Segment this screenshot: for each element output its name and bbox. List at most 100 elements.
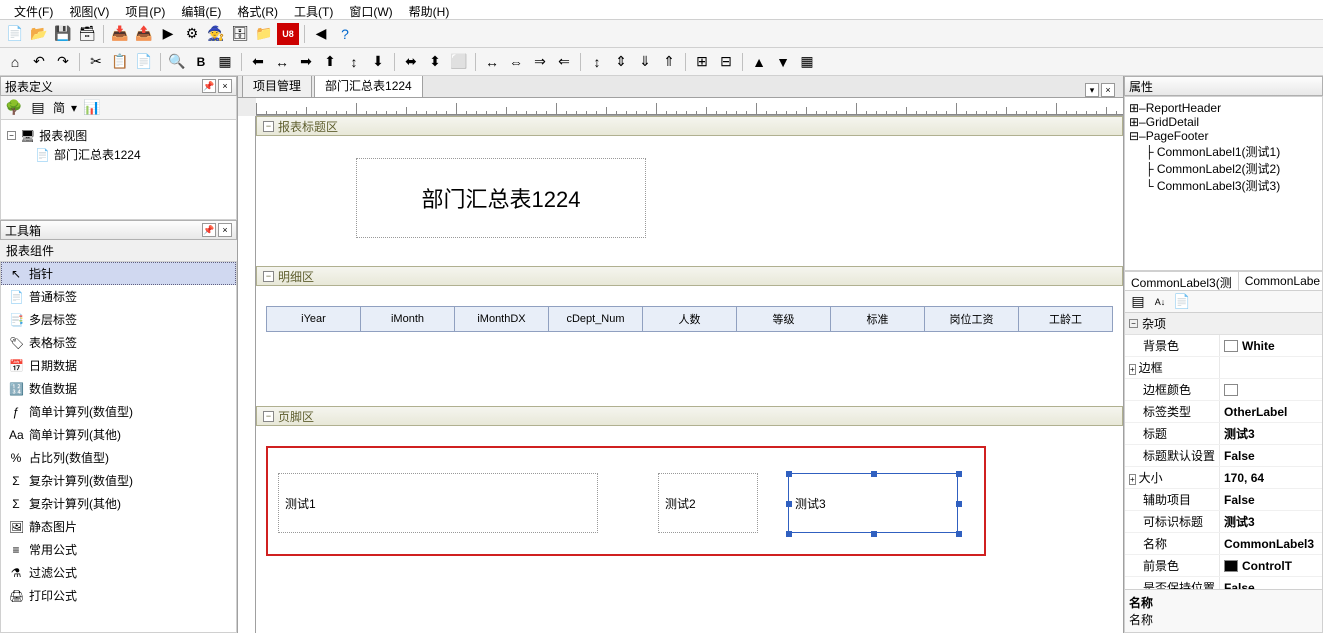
toolbox-item[interactable]: 📅日期数据 <box>1 354 236 377</box>
send-back-icon[interactable]: ▼ <box>772 51 794 73</box>
same-size-icon[interactable]: ⬜ <box>448 51 470 73</box>
menu-file[interactable]: 文件(F) <box>8 2 59 17</box>
structure-node[interactable]: └ CommonLabel3(测试3) <box>1129 177 1318 194</box>
redo-icon[interactable]: ↷ <box>52 51 74 73</box>
prop-page-icon[interactable]: 📄 <box>1173 293 1191 311</box>
section-title-body[interactable]: 部门汇总表1224 <box>256 136 1123 266</box>
property-row[interactable]: +边框 <box>1125 357 1322 379</box>
tab-report[interactable]: 部门汇总表1224 <box>314 76 423 97</box>
center-v-icon[interactable]: ⊟ <box>715 51 737 73</box>
toolbox-item[interactable]: ≡常用公式 <box>1 538 236 561</box>
footer-label[interactable]: 测试3 <box>788 473 958 533</box>
selection-handle[interactable] <box>786 501 792 507</box>
toolbox-close-icon[interactable]: × <box>218 223 232 237</box>
align-top-icon[interactable]: ⬆ <box>319 51 341 73</box>
export-icon[interactable]: 📤 <box>133 23 155 45</box>
grid-column-header[interactable]: 等级 <box>737 307 831 331</box>
section-footer-bar[interactable]: − 页脚区 <box>256 406 1123 426</box>
prop-expand-icon[interactable]: + <box>1129 474 1136 485</box>
property-row[interactable]: 可标识标题测试3 <box>1125 511 1322 533</box>
toolbox-item[interactable]: Σ复杂计算列(数值型) <box>1 469 236 492</box>
property-row[interactable]: 名称CommonLabel3 <box>1125 533 1322 555</box>
grid-toggle-icon[interactable]: ▦ <box>796 51 818 73</box>
section-detail-bar[interactable]: − 明细区 <box>256 266 1123 286</box>
menu-format[interactable]: 格式(R) <box>231 2 284 17</box>
center-h-icon[interactable]: ⊞ <box>691 51 713 73</box>
selection-handle[interactable] <box>786 531 792 537</box>
tab-close-icon[interactable]: × <box>1101 83 1115 97</box>
section-footer-body[interactable]: 测试1 测试2 测试3 <box>256 426 1123 606</box>
report-title-label[interactable]: 部门汇总表1224 <box>356 158 646 238</box>
property-row[interactable]: +大小170, 64 <box>1125 467 1322 489</box>
db-icon[interactable]: 🗄 <box>229 23 251 45</box>
menu-edit[interactable]: 编辑(E) <box>175 2 227 17</box>
folder-icon[interactable]: 📁 <box>253 23 275 45</box>
prop-az-icon[interactable]: A↓ <box>1151 293 1169 311</box>
property-row[interactable]: 标题测试3 <box>1125 423 1322 445</box>
property-row[interactable]: 辅助项目False <box>1125 489 1322 511</box>
table-icon[interactable]: ▦ <box>214 51 236 73</box>
grid-column-header[interactable]: iMonth <box>361 307 455 331</box>
vspace-inc-icon[interactable]: ⇕ <box>610 51 632 73</box>
back-icon[interactable]: ◀ <box>310 23 332 45</box>
toolbox-item[interactable]: 🏷表格标签 <box>1 331 236 354</box>
tree-icon[interactable]: 🌳 <box>5 99 23 117</box>
home-icon[interactable]: ⌂ <box>4 51 26 73</box>
cat-collapse-icon[interactable]: − <box>1129 319 1138 328</box>
align-bottom-icon[interactable]: ⬇ <box>367 51 389 73</box>
vspace-eq-icon[interactable]: ↕ <box>586 51 608 73</box>
undo-icon[interactable]: ↶ <box>28 51 50 73</box>
grid-column-header[interactable]: 标准 <box>831 307 925 331</box>
toolbox-pin-icon[interactable]: 📌 <box>202 223 216 237</box>
help-icon[interactable]: ? <box>334 23 356 45</box>
tree-root[interactable]: − 🖥 报表视图 <box>7 126 230 145</box>
align-right-icon[interactable]: ➡ <box>295 51 317 73</box>
saveall-icon[interactable]: 🗃 <box>76 23 98 45</box>
new-icon[interactable]: 📄 <box>4 23 26 45</box>
property-row[interactable]: 是否保持位置False <box>1125 577 1322 590</box>
toolbox-item[interactable]: ↖指针 <box>1 262 236 285</box>
structure-node[interactable]: ⊟–PageFooter <box>1129 129 1318 143</box>
same-width-icon[interactable]: ⬌ <box>400 51 422 73</box>
grid-column-header[interactable]: 岗位工资 <box>925 307 1019 331</box>
prop-cat-icon[interactable]: ▤ <box>1129 293 1147 311</box>
collapse-title-icon[interactable]: − <box>263 121 274 132</box>
hspace-eq-icon[interactable]: ↔ <box>481 51 503 73</box>
footer-label[interactable]: 测试2 <box>658 473 758 533</box>
selection-handle[interactable] <box>956 531 962 537</box>
toolbox-item[interactable]: 🖼静态图片 <box>1 515 236 538</box>
vspace-rm-icon[interactable]: ⇑ <box>658 51 680 73</box>
bring-front-icon[interactable]: ▲ <box>748 51 770 73</box>
selection-handle[interactable] <box>871 531 877 537</box>
selection-handle[interactable] <box>786 471 792 477</box>
prop-cat-misc[interactable]: − 杂项 <box>1125 313 1322 335</box>
grid-column-header[interactable]: 工龄工 <box>1019 307 1112 331</box>
hspace-rm-icon[interactable]: ⇐ <box>553 51 575 73</box>
design-canvas[interactable]: − 报表标题区 部门汇总表1224 − 明细区 iYeariMonthiMont… <box>256 116 1123 633</box>
panel-close-icon[interactable]: × <box>218 79 232 93</box>
grid-column-header[interactable]: cDept_Num <box>549 307 643 331</box>
menu-view[interactable]: 视图(V) <box>63 2 115 17</box>
structure-node[interactable]: ⊞–ReportHeader <box>1129 101 1318 115</box>
align-middle-icon[interactable]: ↕ <box>343 51 365 73</box>
structure-node[interactable]: ├ CommonLabel2(测试2) <box>1129 160 1318 177</box>
toolbox-item[interactable]: 📄普通标签 <box>1 285 236 308</box>
cut-icon[interactable]: ✂ <box>85 51 107 73</box>
hspace-inc-icon[interactable]: ⇔ <box>505 51 527 73</box>
hspace-dec-icon[interactable]: ⇒ <box>529 51 551 73</box>
menu-window[interactable]: 窗口(W) <box>343 2 398 17</box>
run-icon[interactable]: ▶ <box>157 23 179 45</box>
align-center-icon[interactable]: ↔ <box>271 51 293 73</box>
grid-column-header[interactable]: 人数 <box>643 307 737 331</box>
save-icon[interactable]: 💾 <box>52 23 74 45</box>
footer-label[interactable]: 测试1 <box>278 473 598 533</box>
copy-icon[interactable]: 📋 <box>109 51 131 73</box>
selection-handle[interactable] <box>956 471 962 477</box>
collapse-detail-icon[interactable]: − <box>263 271 274 282</box>
property-row[interactable]: 前景色ControlT <box>1125 555 1322 577</box>
menu-tools[interactable]: 工具(T) <box>288 2 339 17</box>
same-height-icon[interactable]: ⬍ <box>424 51 446 73</box>
tab-dropdown-icon[interactable]: ▾ <box>1085 83 1099 97</box>
toolbox-item[interactable]: %占比列(数值型) <box>1 446 236 469</box>
u8-icon[interactable]: U8 <box>277 23 299 45</box>
